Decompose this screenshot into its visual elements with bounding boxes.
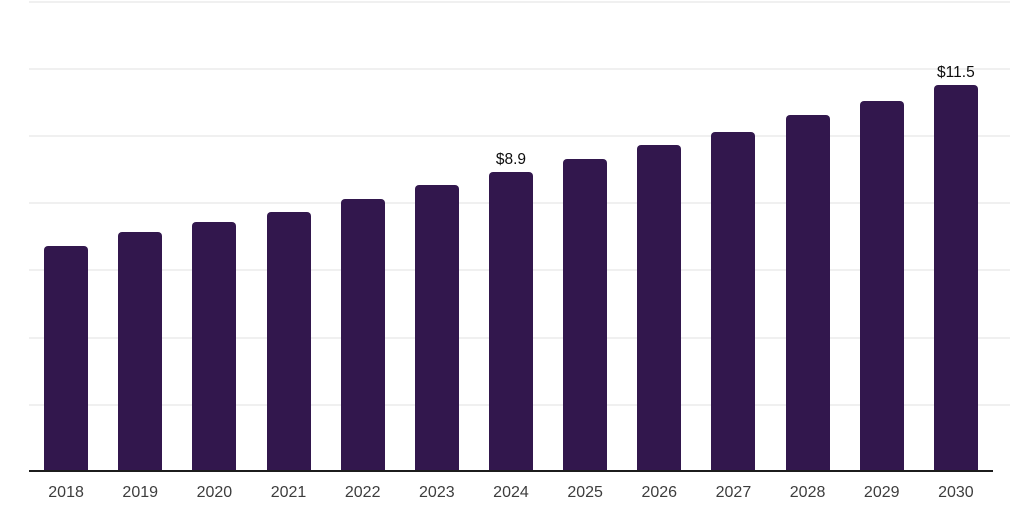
gridline [29,67,1010,70]
bar [44,245,89,471]
bar [711,131,756,471]
bar [859,101,904,471]
x-axis-label: 2022 [344,484,381,501]
bar [340,198,385,471]
x-axis-line [29,470,993,472]
gridline [29,135,1010,137]
x-axis-label: 2024 [493,484,529,501]
bar [785,114,830,471]
bar [414,185,459,471]
x-axis-label: 2021 [270,484,307,501]
x-axis-label: 2023 [419,484,455,501]
bar [118,232,163,471]
gridline [29,0,1010,3]
bar-value-label: $8.9 [495,150,527,168]
x-axis-label: 2025 [567,484,603,501]
bar [563,158,608,471]
bar-value-label: $11.5 [937,63,975,81]
x-axis-label: 2027 [715,484,752,501]
x-axis-label: 2019 [122,484,159,501]
bar [266,212,311,471]
x-axis-label: 2028 [789,484,826,501]
bar [488,171,533,471]
x-axis-label: 2018 [48,484,84,501]
x-axis-label: 2020 [196,484,233,501]
bar [192,222,237,471]
x-axis-label: 2030 [938,484,974,501]
bar [637,145,682,471]
x-axis-label: 2029 [863,484,900,501]
x-axis-label: 2026 [641,484,678,501]
bar [933,84,978,471]
